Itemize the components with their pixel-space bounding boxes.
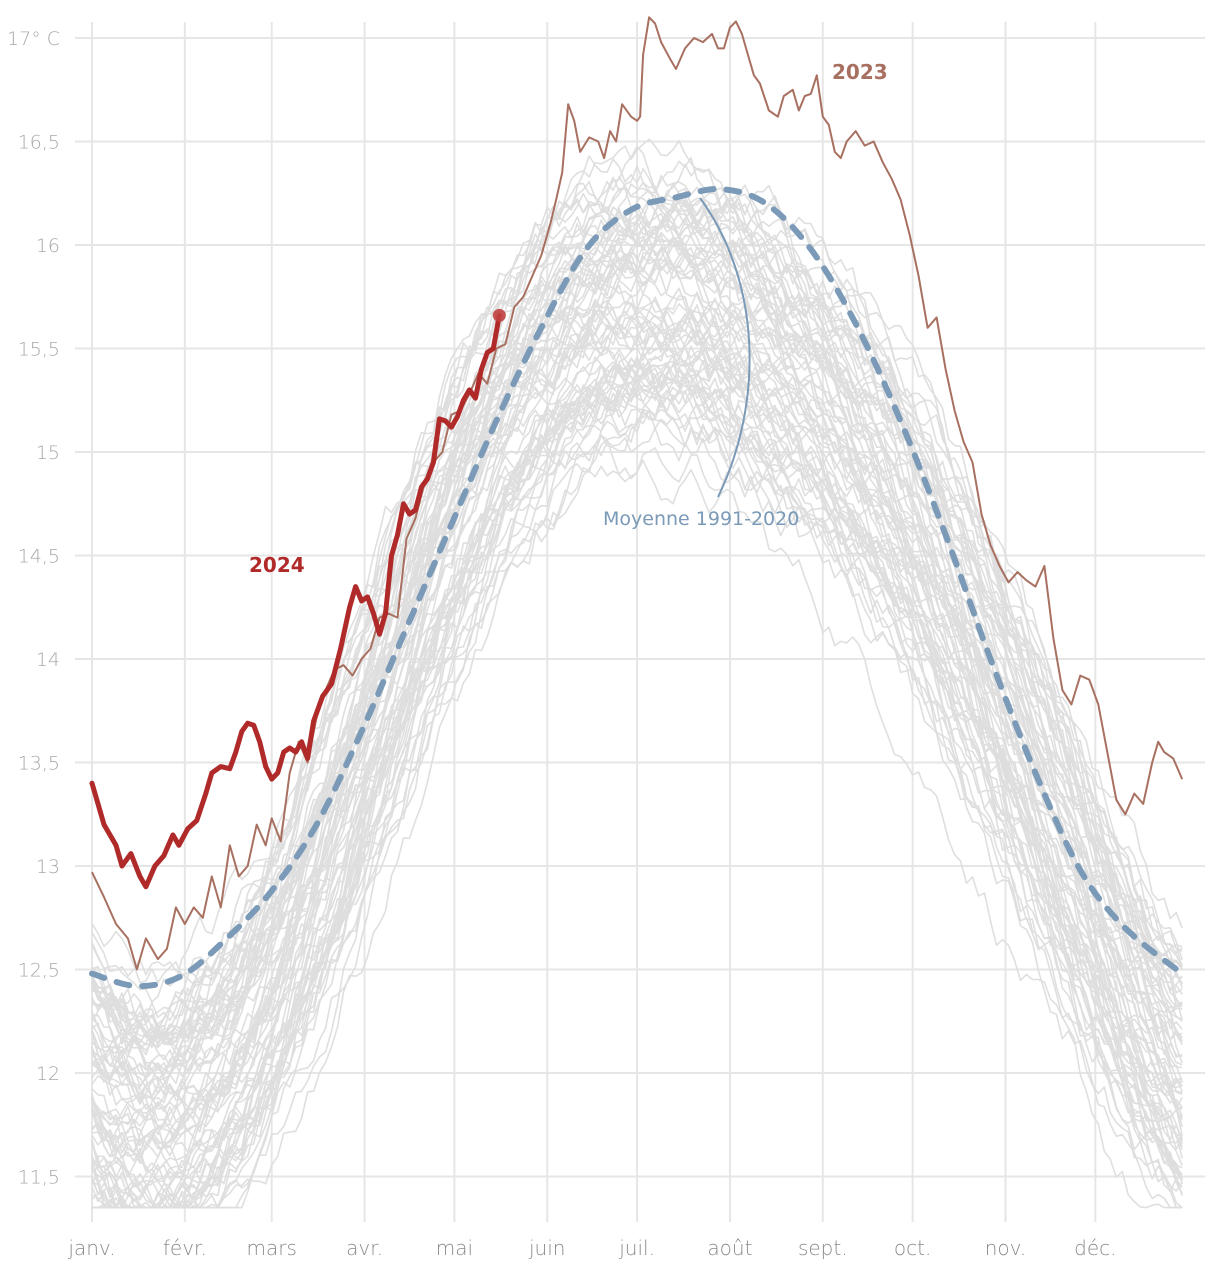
previous-year-line (91, 188, 1183, 1042)
y-tick-label: 16 (36, 235, 60, 257)
y-tick-label: 14,5 (18, 546, 60, 568)
y-axis: 17° C 16,5 16 15,5 15 14,5 14 13,5 13 12,5 12 11,5 (7, 28, 60, 1189)
year-2024-line (89, 308, 506, 890)
previous-year-line (91, 231, 1183, 1082)
previous-year-line (91, 322, 1183, 1158)
x-tick-label: août (707, 1236, 752, 1260)
previous-year-line (91, 259, 1183, 1127)
label-2024: 2024 (249, 553, 305, 577)
y-tick-label: 13 (36, 856, 60, 878)
previous-year-line (91, 236, 1183, 1096)
x-tick-label: mai (436, 1236, 473, 1260)
previous-year-line (91, 163, 1183, 989)
x-tick-label: nov. (985, 1236, 1027, 1260)
label-average: Moyenne 1991-2020 (603, 508, 799, 530)
previous-year-line (91, 188, 1183, 1043)
x-tick-label: déc. (1074, 1236, 1116, 1260)
previous-year-line (91, 323, 1183, 1159)
previous-year-line (91, 362, 1183, 1209)
previous-year-line (91, 299, 1183, 1147)
previous-year-line (91, 227, 1183, 1077)
latest-value-marker (492, 308, 506, 322)
line-2024-path (89, 312, 502, 890)
previous-year-line (91, 362, 1183, 1209)
y-tick-label: 15 (36, 442, 60, 464)
previous-year-line (91, 176, 1183, 1022)
previous-year-line (91, 383, 1183, 1209)
previous-year-line (91, 192, 1183, 1047)
previous-year-line (91, 366, 1183, 1209)
previous-year-line (91, 355, 1183, 1209)
y-tick-label: 13,5 (18, 753, 60, 775)
y-tick-label: 11,5 (18, 1167, 60, 1189)
x-tick-label: févr. (163, 1236, 207, 1260)
previous-year-line (91, 343, 1183, 1187)
previous-year-line (91, 293, 1183, 1153)
y-tick-label: 12 (36, 1063, 60, 1085)
label-2023: 2023 (832, 60, 888, 84)
x-tick-label: juin (528, 1236, 565, 1260)
y-tick-label: 14 (36, 649, 60, 671)
x-tick-label: oct. (894, 1236, 931, 1260)
x-axis: janv. févr. mars avr. mai juin juil. août sept. o… (67, 1236, 1116, 1260)
x-tick-label: juil. (618, 1236, 655, 1260)
previous-year-line (91, 364, 1183, 1209)
x-tick-label: janv. (67, 1236, 115, 1260)
x-tick-label: sept. (798, 1236, 848, 1260)
previous-year-line (91, 155, 1183, 1003)
x-tick-label: avr. (346, 1236, 383, 1260)
average-annotation-pointer (699, 197, 751, 498)
previous-years-lines (91, 138, 1183, 1209)
previous-year-line (91, 305, 1183, 1147)
average-line-path (89, 186, 1186, 990)
y-tick-label: 12,5 (18, 960, 60, 982)
previous-year-line (91, 348, 1183, 1209)
y-tick-label: 17° C (7, 28, 60, 50)
y-tick-label: 16,5 (18, 132, 60, 154)
average-1991-2020-line (89, 186, 1186, 990)
previous-year-line (91, 297, 1183, 1114)
x-tick-label: mars (247, 1236, 297, 1260)
y-tick-label: 15,5 (18, 339, 60, 361)
previous-year-line (92, 438, 1183, 1209)
